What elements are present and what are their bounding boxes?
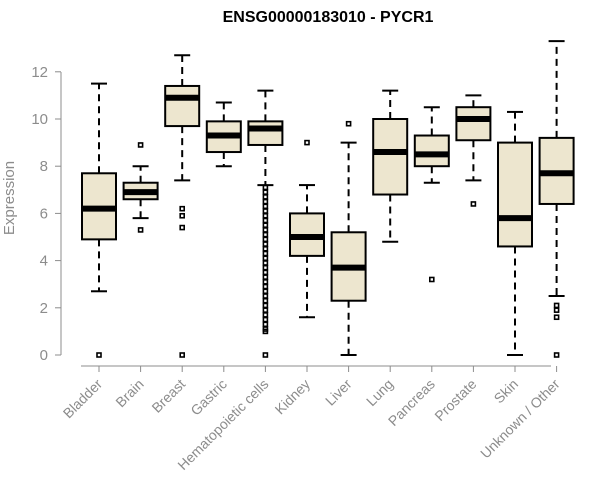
outlier-point (262, 231, 269, 238)
box (372, 118, 409, 196)
box-group (81, 82, 117, 358)
outlier-point (262, 189, 269, 195)
outlier-point (262, 312, 269, 318)
box-group (413, 106, 450, 283)
outlier-point (262, 227, 269, 233)
x-tick-label: Prostate (431, 376, 479, 424)
outlier-point (262, 293, 269, 299)
outlier-point (262, 321, 269, 328)
outlier-point (262, 269, 269, 276)
x-tick-label: Kidney (272, 376, 314, 418)
x-tick-label: Unknown / Other (477, 376, 563, 462)
outlier-point (428, 276, 435, 283)
outlier-point (262, 217, 269, 224)
box-group (455, 94, 492, 207)
outlier-point (262, 264, 269, 271)
box-group (289, 139, 325, 319)
outlier-point (262, 203, 269, 210)
outlier-point (262, 307, 269, 313)
box (413, 134, 450, 168)
box-group (372, 89, 409, 243)
box (455, 106, 492, 142)
y-tick-label: 2 (40, 300, 48, 317)
outlier-point (470, 201, 477, 207)
box-group (538, 40, 575, 358)
outlier-point (345, 120, 352, 127)
outlier-point (262, 212, 269, 219)
x-tick-label: Lung (363, 376, 396, 409)
outlier-point (262, 246, 269, 252)
outlier-point (262, 255, 269, 262)
outlier-point (262, 236, 269, 243)
outlier-point (262, 328, 269, 335)
outlier-point (262, 198, 269, 205)
plot-area (81, 40, 575, 358)
outlier-point (262, 279, 269, 285)
outlier-point (262, 260, 269, 266)
outlier-point (137, 227, 144, 233)
box (164, 84, 201, 128)
outlier-point (262, 316, 269, 323)
x-tick-label: Bladder (60, 376, 106, 422)
y-tick-label: 12 (31, 64, 48, 81)
outlier-point (262, 222, 269, 228)
x-tick-label: Breast (148, 376, 188, 416)
outlier-point (262, 274, 269, 280)
outlier-point (262, 288, 269, 295)
outlier-point (262, 250, 269, 257)
x-tick-label: Skin (491, 376, 522, 407)
box-group (497, 110, 533, 356)
y-tick-label: 4 (40, 253, 48, 270)
outlier-point (262, 184, 269, 191)
outlier-point (553, 307, 560, 313)
outlier-point (553, 314, 560, 321)
y-tick-label: 0 (40, 347, 48, 364)
outlier-point (553, 302, 560, 309)
outlier-point (262, 352, 269, 358)
outlier-point (179, 224, 185, 231)
box-group (164, 54, 201, 358)
outlier-point (262, 302, 269, 309)
y-ticks: 0 2 4 6 8 10 12 (31, 64, 61, 364)
y-tick-label: 10 (31, 111, 48, 128)
x-tick-label: Brain (112, 376, 146, 410)
box-group (330, 120, 367, 356)
outlier-point (553, 352, 560, 358)
outlier-point (262, 283, 269, 290)
outlier-point (304, 139, 310, 146)
y-axis-label: Expression (1, 161, 18, 235)
box (497, 141, 533, 248)
outlier-point (262, 297, 269, 304)
y-tick-label: 6 (40, 205, 48, 222)
x-tick-label: Liver (322, 376, 355, 409)
outlier-point (262, 208, 269, 214)
box-group (247, 89, 284, 358)
box (247, 120, 284, 146)
box-group (205, 101, 242, 168)
outlier-point (179, 352, 185, 358)
box-group (122, 142, 159, 233)
outlier-point (179, 212, 185, 219)
outlier-point (262, 241, 269, 247)
outlier-point (262, 194, 269, 200)
outlier-point (137, 142, 144, 148)
chart-title: ENSG00000183010 - PYCR1 (223, 9, 434, 26)
y-tick-label: 8 (40, 158, 48, 175)
outlier-point (179, 205, 185, 212)
outlier-point (96, 352, 102, 358)
